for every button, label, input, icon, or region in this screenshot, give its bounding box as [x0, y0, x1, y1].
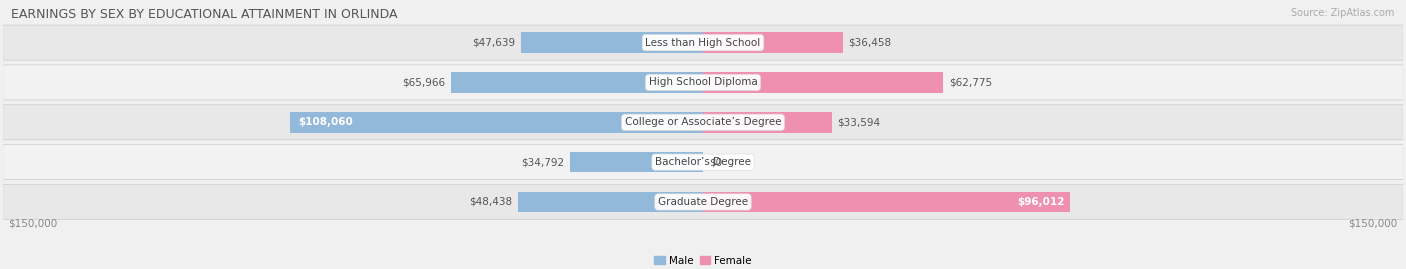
FancyBboxPatch shape: [3, 25, 1403, 60]
Bar: [703, 112, 831, 133]
Bar: [290, 112, 703, 133]
Text: $62,775: $62,775: [949, 77, 993, 87]
Text: $34,792: $34,792: [522, 157, 564, 167]
Text: $47,639: $47,639: [472, 38, 515, 48]
Text: $33,594: $33,594: [838, 117, 880, 127]
Text: $96,012: $96,012: [1018, 197, 1064, 207]
Text: $48,438: $48,438: [468, 197, 512, 207]
FancyBboxPatch shape: [3, 145, 1403, 180]
Legend: Male, Female: Male, Female: [650, 252, 756, 269]
Bar: [703, 32, 842, 53]
Text: EARNINGS BY SEX BY EDUCATIONAL ATTAINMENT IN ORLINDA: EARNINGS BY SEX BY EDUCATIONAL ATTAINMEN…: [11, 8, 398, 21]
Text: Source: ZipAtlas.com: Source: ZipAtlas.com: [1291, 8, 1395, 18]
Text: Less than High School: Less than High School: [645, 38, 761, 48]
Bar: [517, 192, 703, 212]
Bar: [520, 32, 703, 53]
Text: High School Diploma: High School Diploma: [648, 77, 758, 87]
Bar: [703, 192, 1070, 212]
Text: $0: $0: [709, 157, 721, 167]
FancyBboxPatch shape: [3, 105, 1403, 140]
Text: Graduate Degree: Graduate Degree: [658, 197, 748, 207]
Text: $150,000: $150,000: [8, 219, 58, 229]
FancyBboxPatch shape: [3, 65, 1403, 100]
Text: $150,000: $150,000: [1348, 219, 1398, 229]
FancyBboxPatch shape: [3, 185, 1403, 220]
Text: $108,060: $108,060: [298, 117, 353, 127]
Bar: [569, 152, 703, 172]
Text: $36,458: $36,458: [848, 38, 891, 48]
Bar: [450, 72, 703, 93]
Bar: [703, 72, 943, 93]
Text: $65,966: $65,966: [402, 77, 444, 87]
Text: College or Associate’s Degree: College or Associate’s Degree: [624, 117, 782, 127]
Text: Bachelor’s Degree: Bachelor’s Degree: [655, 157, 751, 167]
